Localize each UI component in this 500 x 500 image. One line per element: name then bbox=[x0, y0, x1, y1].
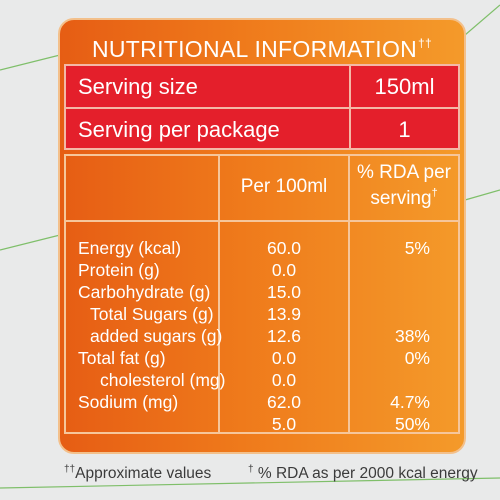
nutrient-name: Carbohydrate (g) bbox=[78, 282, 211, 302]
nutrient-table: Per 100ml % RDA per serving† Energy (kca… bbox=[64, 154, 460, 434]
nutrient-name: Energy (kcal) bbox=[78, 238, 182, 258]
footer-approx-mark: †† bbox=[64, 464, 76, 475]
serving-size-label: Serving size bbox=[78, 74, 198, 99]
footer-rda-note: † % RDA as per 2000 kcal energy bbox=[248, 464, 478, 483]
nutrient-rda: 4.7% bbox=[390, 392, 430, 412]
nutrient-per100: 15.0 bbox=[266, 282, 302, 302]
nutrient-per100: 62.0 bbox=[266, 392, 302, 412]
nutrient-name: added sugars (g) bbox=[90, 326, 223, 346]
nutrient-per100: 0.0 bbox=[271, 348, 297, 368]
nutrient-name: Total Sugars (g) bbox=[90, 304, 214, 324]
nutrient-per100: 0.0 bbox=[271, 370, 297, 390]
serving-size-row: Serving size 150ml bbox=[66, 66, 458, 109]
nutrient-per100: 12.6 bbox=[266, 326, 302, 346]
table-row: 5.0 50% bbox=[66, 414, 458, 436]
serving-per-package-value: 1 bbox=[398, 117, 411, 142]
rda-header-line2: serving bbox=[370, 188, 432, 209]
nutrient-name: cholesterol (mg) bbox=[100, 370, 226, 390]
table-row: Carbohydrate (g) 15.0 bbox=[66, 282, 458, 304]
footer-approx-note: ††Approximate values bbox=[64, 464, 211, 483]
serving-box: Serving size 150ml Serving per package 1 bbox=[64, 64, 460, 150]
nutrient-per100: 13.9 bbox=[266, 304, 302, 324]
rda-header-line1: % RDA per bbox=[357, 162, 451, 183]
column-divider-2 bbox=[348, 156, 350, 432]
footer-rda-text: % RDA as per 2000 kcal energy bbox=[257, 465, 478, 482]
footer-approx-text: Approximate values bbox=[75, 465, 212, 482]
table-row: Energy (kcal) 60.0 5% bbox=[66, 238, 458, 260]
table-row: cholesterol (mg) 0.0 bbox=[66, 370, 458, 392]
per-100ml-header: Per 100ml bbox=[240, 176, 328, 197]
header-divider bbox=[66, 220, 458, 222]
serving-per-package-row: Serving per package 1 bbox=[66, 109, 458, 150]
serving-per-package-label: Serving per package bbox=[78, 117, 280, 142]
title-text: NUTRITIONAL INFORMATION bbox=[91, 36, 418, 62]
nutrient-per100: 5.0 bbox=[271, 414, 297, 434]
nutrient-per100: 60.0 bbox=[266, 238, 302, 258]
column-divider-1 bbox=[218, 156, 220, 432]
nutrient-rda: 0% bbox=[404, 348, 430, 368]
rda-header: % RDA per serving† bbox=[350, 162, 458, 209]
title-mark: †† bbox=[418, 36, 432, 50]
table-row: added sugars (g) 12.6 38% bbox=[66, 326, 458, 348]
table-row: Total fat (g) 0.0 0% bbox=[66, 348, 458, 370]
table-row: Sodium (mg) 62.0 4.7% bbox=[66, 392, 458, 414]
nutrient-name: Total fat (g) bbox=[78, 348, 166, 368]
nutrient-rda: 50% bbox=[394, 414, 430, 434]
table-row: Total Sugars (g) 13.9 bbox=[66, 304, 458, 326]
nutrition-panel: NUTRITIONAL INFORMATION†† Serving size 1… bbox=[58, 18, 466, 454]
nutrient-rda: 38% bbox=[394, 326, 430, 346]
nutrient-name: Protein (g) bbox=[78, 260, 160, 280]
nutrient-rda: 5% bbox=[404, 238, 430, 258]
table-row: Protein (g) 0.0 bbox=[66, 260, 458, 282]
footer-rda-mark: † bbox=[248, 464, 254, 475]
nutrient-per100: 0.0 bbox=[271, 260, 297, 280]
panel-title: NUTRITIONAL INFORMATION†† bbox=[60, 20, 464, 63]
rda-header-mark: † bbox=[431, 187, 438, 199]
nutrient-name: Sodium (mg) bbox=[78, 392, 179, 412]
serving-size-value: 150ml bbox=[374, 74, 435, 99]
